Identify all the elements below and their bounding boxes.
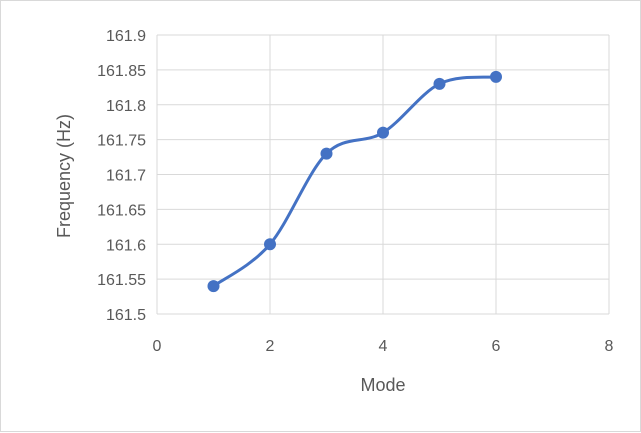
y-axis-title: Frequency (Hz)	[54, 114, 74, 238]
y-tick-label: 161.75	[97, 133, 146, 150]
y-tick-label: 161.8	[106, 98, 146, 115]
y-tick-label: 161.6	[106, 237, 146, 254]
x-axis-ticks: 0 2 4 6 8	[153, 338, 614, 355]
y-axis-ticks: 161.5 161.55 161.6 161.65 161.7 161.75 161.8 16…	[97, 28, 146, 324]
x-tick-label: 0	[153, 338, 162, 355]
y-tick-label: 161.85	[97, 63, 146, 80]
y-tick-label: 161.9	[106, 28, 146, 45]
data-point	[490, 70, 502, 83]
data-point	[264, 238, 276, 251]
x-tick-label: 4	[379, 338, 388, 355]
y-tick-label: 161.7	[106, 168, 146, 185]
y-tick-label: 161.65	[97, 202, 146, 219]
gridlines	[156, 34, 610, 315]
data-point	[207, 280, 220, 293]
data-point	[433, 77, 446, 90]
x-tick-label: 2	[266, 338, 275, 355]
y-tick-label: 161.55	[97, 272, 146, 289]
series-line	[212, 75, 498, 288]
y-tick-label: 161.5	[106, 307, 146, 324]
x-tick-label: 8	[605, 338, 614, 355]
x-tick-label: 6	[492, 338, 501, 355]
data-point	[320, 147, 333, 160]
series-layer	[207, 70, 502, 293]
x-axis-title: Mode	[360, 375, 405, 395]
data-point	[377, 126, 389, 139]
